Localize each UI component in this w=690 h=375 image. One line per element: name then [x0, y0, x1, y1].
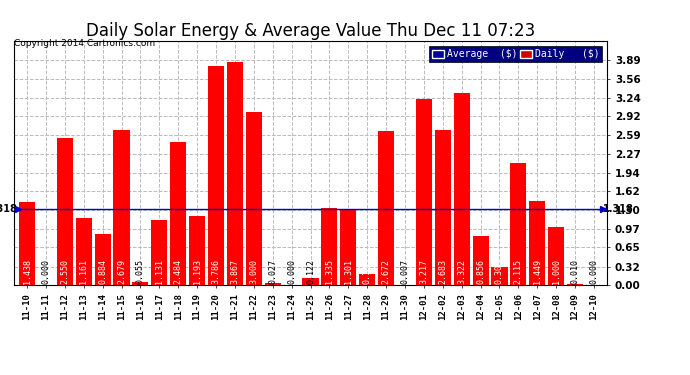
Bar [19, 202, 35, 285]
Bar [246, 112, 262, 285]
Text: 2.683: 2.683 [438, 260, 447, 284]
Text: 0.309: 0.309 [495, 260, 504, 284]
Text: 1.335: 1.335 [325, 260, 334, 284]
Text: 0.000: 0.000 [287, 260, 296, 284]
Bar [57, 138, 73, 285]
Bar [95, 234, 110, 285]
Legend: Average  ($), Daily   ($): Average ($), Daily ($) [429, 46, 602, 62]
Text: Copyright 2014 Cartronics.com: Copyright 2014 Cartronics.com [14, 39, 155, 48]
Bar [453, 93, 470, 285]
Text: 0.884: 0.884 [98, 260, 107, 284]
Bar [132, 282, 148, 285]
Text: 3.000: 3.000 [249, 260, 258, 284]
Bar [76, 218, 92, 285]
Bar [151, 220, 168, 285]
Text: 0.007: 0.007 [400, 260, 409, 284]
Text: 2.550: 2.550 [60, 260, 69, 284]
Bar [416, 99, 432, 285]
Bar [189, 216, 205, 285]
Text: 0.000: 0.000 [41, 260, 50, 284]
Text: 3.217: 3.217 [420, 260, 428, 284]
Text: 0.198: 0.198 [363, 260, 372, 284]
Bar [567, 284, 583, 285]
Bar [265, 284, 281, 285]
Text: 0.000: 0.000 [589, 260, 598, 284]
Bar [340, 210, 356, 285]
Bar [529, 201, 545, 285]
Bar [170, 141, 186, 285]
Text: 2.672: 2.672 [382, 260, 391, 284]
Text: 1.318: 1.318 [604, 204, 634, 214]
Text: 2.679: 2.679 [117, 260, 126, 284]
Text: 0.055: 0.055 [136, 260, 145, 284]
Bar [113, 130, 130, 285]
Text: 1.438: 1.438 [23, 260, 32, 284]
Text: 1.318: 1.318 [0, 204, 17, 214]
Title: Daily Solar Energy & Average Value Thu Dec 11 07:23: Daily Solar Energy & Average Value Thu D… [86, 22, 535, 40]
Text: 3.867: 3.867 [230, 260, 239, 284]
Text: 0.856: 0.856 [476, 260, 485, 284]
Text: 1.193: 1.193 [193, 260, 201, 284]
Text: 1.301: 1.301 [344, 260, 353, 284]
Text: 0.122: 0.122 [306, 260, 315, 284]
Bar [491, 267, 508, 285]
Bar [511, 163, 526, 285]
Text: 1.131: 1.131 [155, 260, 164, 284]
Bar [435, 130, 451, 285]
Bar [548, 227, 564, 285]
Text: 0.010: 0.010 [571, 260, 580, 284]
Bar [378, 130, 394, 285]
Text: 3.786: 3.786 [212, 260, 221, 284]
Text: 1.449: 1.449 [533, 260, 542, 284]
Text: 3.322: 3.322 [457, 260, 466, 284]
Text: 2.115: 2.115 [514, 260, 523, 284]
Bar [322, 208, 337, 285]
Bar [473, 236, 489, 285]
Text: 2.484: 2.484 [174, 260, 183, 284]
Bar [227, 62, 243, 285]
Bar [302, 278, 319, 285]
Text: 1.161: 1.161 [79, 260, 88, 284]
Bar [208, 66, 224, 285]
Bar [359, 274, 375, 285]
Text: 1.000: 1.000 [552, 260, 561, 284]
Text: 0.027: 0.027 [268, 260, 277, 284]
